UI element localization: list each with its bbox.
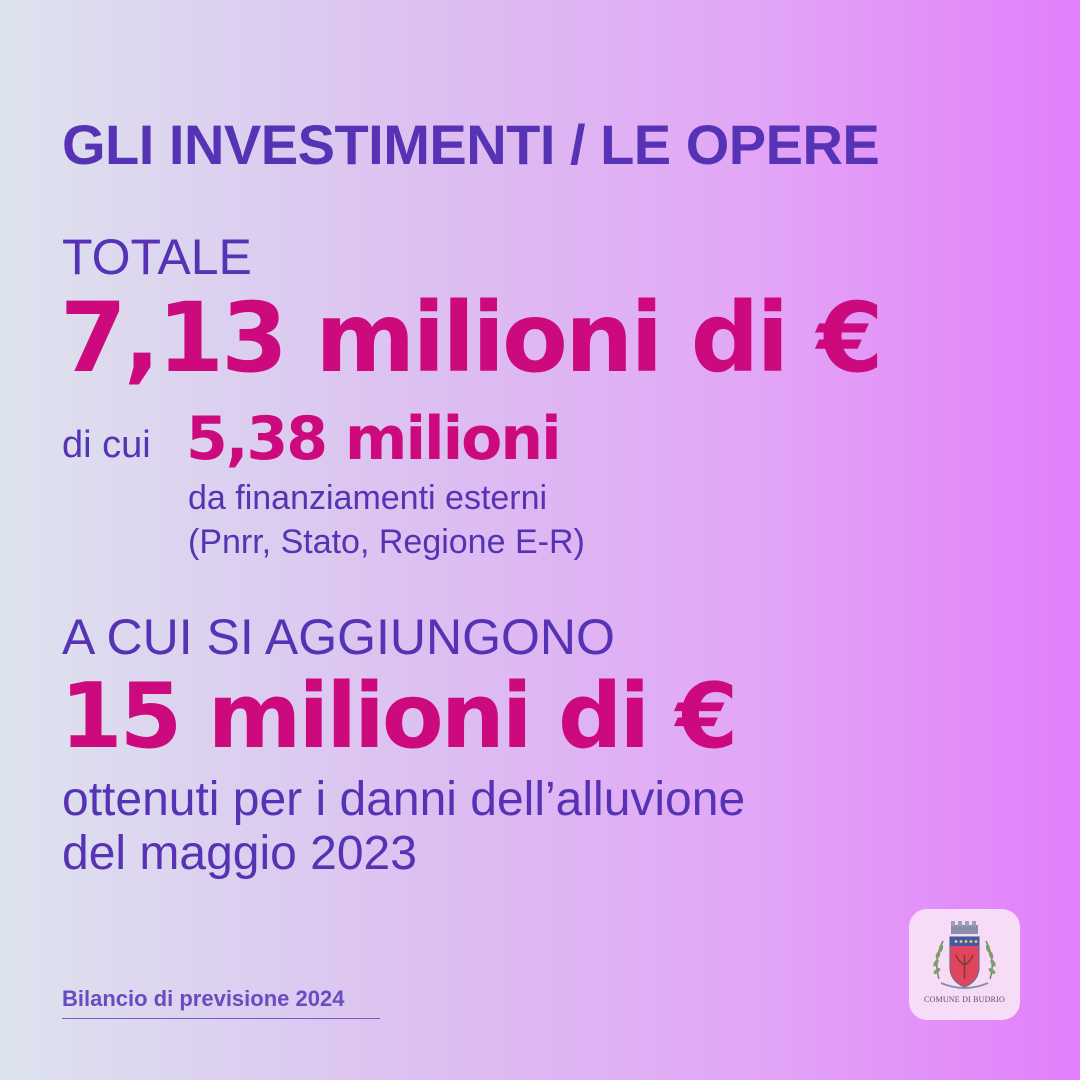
total-value: 7,13 milioni di € (60, 282, 883, 394)
coat-of-arms-icon (933, 921, 996, 989)
additional-date: del maggio 2023 (62, 827, 417, 880)
additional-value: 15 milioni di € (60, 664, 738, 769)
external-description: da finanziamenti esterni (188, 479, 548, 517)
external-prefix: di cui (62, 424, 151, 466)
external-sources: (Pnrr, Stato, Regione E-R) (188, 523, 585, 561)
additional-label: A CUI SI AGGIUNGONO (62, 609, 615, 665)
logo-caption: COMUNE DI BUDRIO (924, 995, 1005, 1004)
footer-caption: Bilancio di previsione 2024 (62, 986, 380, 1019)
page-title: GLI INVESTIMENTI / LE OPERE (62, 113, 880, 176)
additional-description: ottenuti per i danni dell’alluvione (62, 773, 746, 826)
external-value: 5,38 milioni (186, 404, 562, 474)
municipality-logo: COMUNE DI BUDRIO (909, 909, 1020, 1020)
total-label: TOTALE (62, 229, 252, 285)
